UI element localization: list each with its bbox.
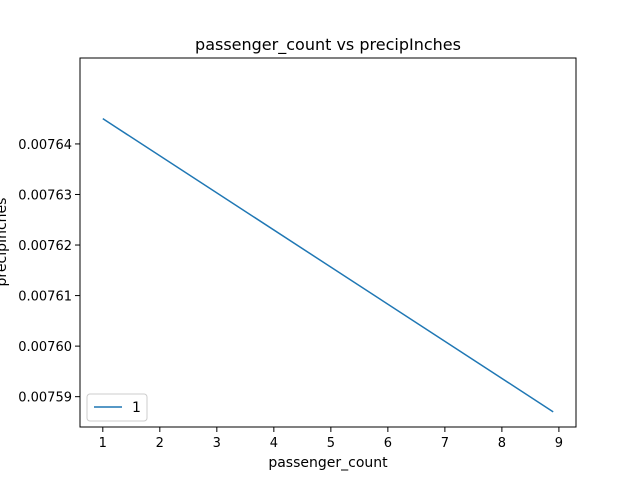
y-tick-label: 0.00764	[18, 138, 72, 153]
y-tick-label: 0.00763	[18, 188, 72, 203]
x-tick-label: 1	[99, 436, 107, 451]
x-tick-label: 3	[213, 436, 221, 451]
x-tick-label: 8	[498, 436, 506, 451]
y-tick-label: 0.00760	[18, 340, 72, 355]
y-axis: 0.00759 0.00760 0.00761 0.00762 0.00763 0.007…	[18, 138, 80, 406]
plot-area	[79, 57, 577, 428]
x-tick-label: 9	[555, 436, 563, 451]
x-tick-label: 4	[270, 436, 278, 451]
x-axis: 1 2 3 4 5 6 7 8 9	[99, 427, 563, 451]
legend: 1	[86, 393, 148, 422]
y-tick-label: 0.00762	[18, 239, 72, 254]
x-tick-label: 7	[441, 436, 449, 451]
series-layer	[102, 118, 554, 413]
y-tick-label: 0.00761	[18, 290, 72, 305]
x-tick-label: 5	[327, 436, 335, 451]
x-tick-label: 2	[156, 436, 164, 451]
x-tick-label: 6	[384, 436, 392, 451]
chart-title: passenger_count vs precipInches	[195, 35, 461, 55]
series-line-1	[102, 118, 554, 413]
y-tick-label: 0.00759	[18, 391, 72, 406]
y-axis-label: precipInches	[0, 198, 10, 287]
legend-label-1: 1	[132, 400, 141, 416]
x-axis-label: passenger_count	[268, 455, 388, 471]
